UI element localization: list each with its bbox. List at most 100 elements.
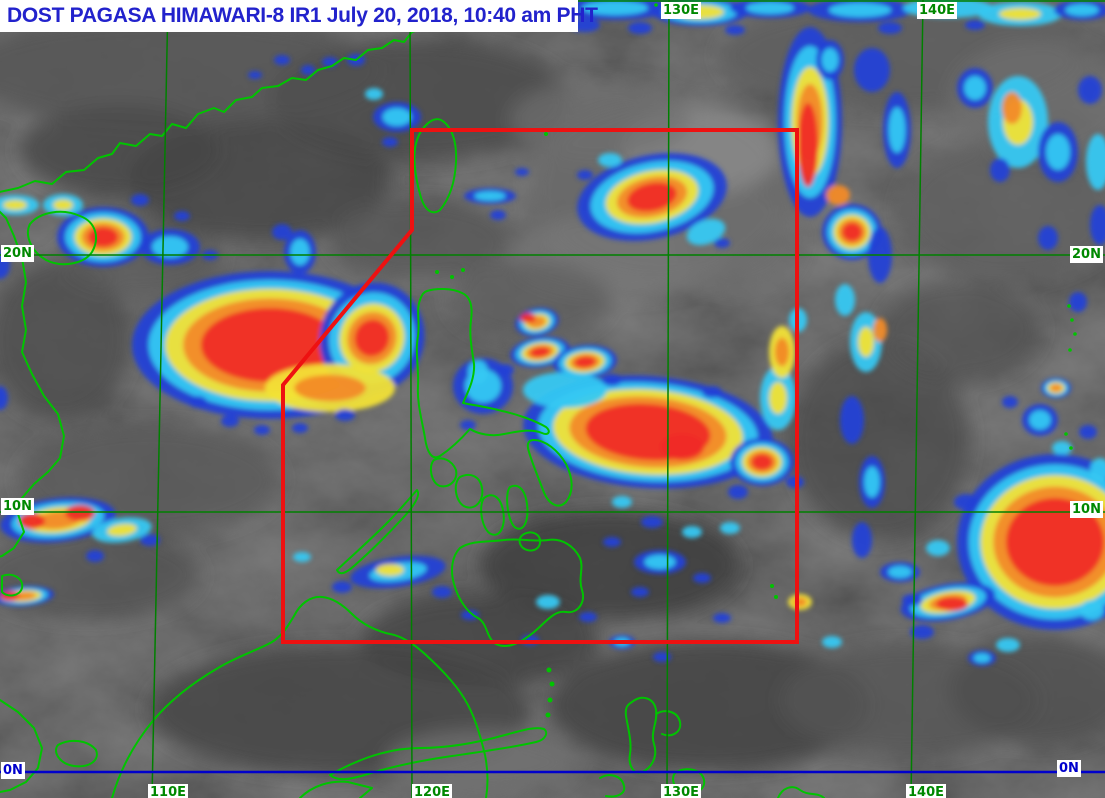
babuyan-island-dot xyxy=(435,270,439,274)
cloud-system xyxy=(598,153,622,167)
coordinate-label-20N: 20N xyxy=(1,245,34,262)
cloud-layer-blue xyxy=(965,20,985,30)
cloud-system xyxy=(0,195,39,215)
cloud-system xyxy=(579,612,597,622)
papua-curl-coast xyxy=(777,786,825,798)
cloud-system xyxy=(461,610,479,620)
cloud-layer-blue xyxy=(335,409,355,421)
cloud-system xyxy=(631,587,649,597)
cloud-system xyxy=(1038,122,1078,182)
sangihe-island-dot xyxy=(546,667,552,673)
cloud-layer-red xyxy=(520,313,536,323)
cloud-layer-cyan xyxy=(152,236,188,258)
cloud-system xyxy=(131,194,149,206)
coordinate-label-10N: 10N xyxy=(1070,501,1103,518)
cloud-layer-red xyxy=(530,346,550,358)
cloud-system xyxy=(978,2,1062,26)
cloud-system xyxy=(1002,396,1018,408)
cloud-layer-blue xyxy=(1079,425,1097,439)
cloud-layer-blue xyxy=(579,612,597,622)
mariana-island-dot xyxy=(1067,304,1071,308)
cloud-layer-red xyxy=(65,505,95,521)
cloud-layer-cyan xyxy=(644,554,676,570)
cloud-system xyxy=(1041,378,1071,398)
cloud-system xyxy=(730,438,794,486)
cloud-system xyxy=(382,137,398,147)
cloud-system xyxy=(1002,92,1022,124)
panay-island xyxy=(454,473,484,509)
cloud-system xyxy=(140,534,160,546)
island-dot xyxy=(770,584,774,588)
cloud-layer-cyan xyxy=(964,76,986,100)
cloud-system xyxy=(612,496,632,508)
cloud-layer-blue xyxy=(702,386,722,398)
cloud-system xyxy=(702,386,722,398)
cloud-system xyxy=(880,562,920,582)
cloud-layer-cyan xyxy=(1065,4,1099,16)
cloud-system xyxy=(653,652,671,662)
cloud-layer-cyan xyxy=(468,360,488,384)
cloud-system xyxy=(902,594,922,606)
cloud-layer-yellow xyxy=(3,200,27,210)
cloud-system xyxy=(460,420,476,430)
cloud-layer-yellow xyxy=(376,564,404,576)
cloud-system xyxy=(301,65,315,75)
cloud-system xyxy=(883,92,911,168)
meridian-140E xyxy=(910,0,924,798)
cloud-layer-blue xyxy=(852,522,872,558)
cloud-system xyxy=(293,552,311,562)
vietnam-coastline xyxy=(0,210,65,558)
gray-cloud-patch xyxy=(480,510,740,620)
cloud-system xyxy=(769,326,795,378)
cloud-system xyxy=(660,434,704,460)
gray-cloud-patch xyxy=(880,280,1040,380)
cloud-system xyxy=(965,20,985,30)
cloud-system xyxy=(1054,0,1105,20)
cloud-layer-cyan xyxy=(474,191,506,201)
cloud-system xyxy=(728,485,748,499)
cloud-system xyxy=(1052,441,1072,455)
cloud-layer-blue xyxy=(725,25,745,35)
palawan-island xyxy=(336,489,420,575)
cloud-system xyxy=(990,158,1010,182)
cloud-layer-blue xyxy=(854,48,890,92)
cloud-layer-blue xyxy=(628,22,652,34)
cloud-layer-cyan xyxy=(746,2,794,14)
cloud-layer-cyan xyxy=(1086,134,1105,190)
cloud-system xyxy=(822,204,882,260)
cloud-system xyxy=(996,638,1020,652)
cloud-layer-red xyxy=(751,454,773,470)
cloud-system xyxy=(19,513,45,529)
cloud-system xyxy=(859,456,885,508)
cloud-system xyxy=(0,386,8,410)
gray-cloud-patch xyxy=(130,120,390,240)
cloud-system xyxy=(641,516,663,528)
cloud-system xyxy=(936,597,968,611)
cloud-system xyxy=(365,88,383,100)
cloud-system xyxy=(577,170,593,180)
cloud-layer-blue xyxy=(248,71,262,79)
cloud-system xyxy=(686,218,726,246)
cloud-layer-red xyxy=(798,103,818,187)
cloud-system xyxy=(376,564,404,576)
cloud-layer-blue xyxy=(254,425,270,435)
cloud-system xyxy=(730,0,810,18)
cloud-layer-blue xyxy=(641,516,663,528)
cloud-layer-blue xyxy=(131,194,149,206)
cloud-system xyxy=(468,360,488,384)
coordinate-label-0N: 0N xyxy=(1,762,25,779)
cloud-system xyxy=(65,505,95,521)
cloud-system xyxy=(254,425,270,435)
cloud-system xyxy=(1078,76,1102,104)
cloud-layer-blue xyxy=(461,610,479,620)
babuyan-island-dot xyxy=(450,275,454,279)
cloud-system xyxy=(265,364,395,412)
cloud-layer-blue xyxy=(653,652,671,662)
coordinate-label-10N: 10N xyxy=(1,498,34,515)
cloud-system xyxy=(221,415,239,427)
cloud-system xyxy=(520,313,536,323)
mariana-island-dot xyxy=(1064,432,1068,436)
cloud-system xyxy=(788,594,812,610)
cloud-system xyxy=(957,68,993,108)
